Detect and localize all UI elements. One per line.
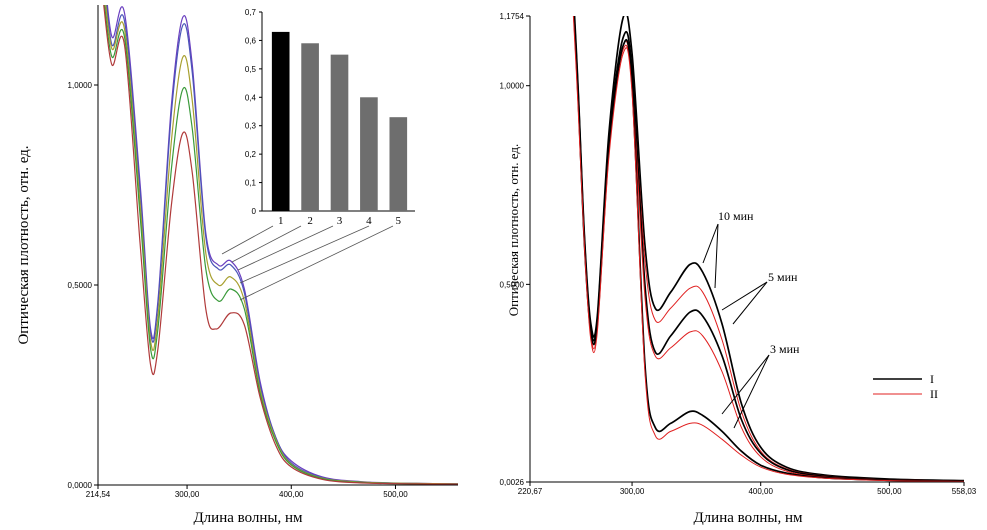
left-y-tick-label: 0,0000 [68, 481, 93, 490]
inset-bar-2 [301, 43, 319, 212]
left-y-tick-label: 1,0000 [68, 81, 93, 90]
inset-y-tick-label: 0,1 [245, 179, 257, 188]
leader-line-3 [237, 225, 334, 271]
arrow-3-min-a [721, 354, 770, 415]
inset-category-label: 2 [307, 215, 313, 227]
inset-y-tick-label: 0,2 [245, 150, 257, 159]
inset-category-label: 5 [396, 215, 402, 227]
inset-bar-1 [271, 31, 290, 212]
right-x-tick-label: 400,00 [748, 487, 773, 496]
inset-category-label: 4 [366, 215, 372, 227]
right-spectrum-panel: 220,67 300,00 400,00 500,00 558,03 0,0026 0,50… [500, 12, 977, 526]
arrow-5-min-b [732, 281, 768, 325]
legend-label-II: II [930, 387, 938, 401]
left-spectrum-panel: 214,54 300,00 400,00 500,00 0,0000 0,5000 1,00… [16, 5, 458, 526]
right-x-tick-label: 500,00 [877, 487, 902, 496]
leader-line-1 [221, 225, 274, 255]
left-series-2 [105, 5, 458, 485]
left-y-tick-label: 0,5000 [68, 281, 93, 290]
right-annotation-arrows [702, 223, 770, 429]
arrow-3-min-b [733, 354, 770, 429]
right-y-tick-label: 1,0000 [500, 82, 525, 91]
right-x-tick-label: 300,00 [620, 487, 645, 496]
legend-label-I: I [930, 372, 934, 386]
left-x-tick-label: 500,00 [383, 490, 408, 499]
inset-y-tick-label: 0,4 [245, 93, 257, 102]
leader-line-4 [239, 225, 370, 284]
right-y-tick-label: 0,5000 [500, 280, 525, 289]
left-x-tick-label: 300,00 [175, 490, 200, 499]
legend: I II [873, 372, 938, 401]
right-x-tick-label: 558,03 [952, 487, 977, 496]
arrow-5-min-a [721, 281, 768, 311]
arrow-10-min-a [702, 223, 719, 264]
annotation-10-min: 10 мин [718, 209, 754, 223]
right-series-6 [572, 16, 964, 482]
left-curves [103, 5, 458, 485]
inset-y-tick-label: 0,6 [245, 36, 257, 45]
right-x-axis-title: Длина волны, нм [693, 510, 803, 526]
inset-y-tick-label: 0,5 [245, 65, 257, 74]
right-y-tick-label: 0,0026 [500, 478, 525, 487]
left-ticks: 214,54 300,00 400,00 500,00 0,0000 0,5000 1,00… [68, 81, 409, 499]
left-x-axis-title: Длина волны, нм [193, 510, 303, 526]
right-y-axis-title: Оптическая плотность, отн. ед. [506, 144, 521, 317]
left-series-3 [105, 5, 458, 485]
inset-category-label: 3 [337, 215, 343, 227]
inset-bar-4 [360, 97, 378, 211]
left-leader-lines [221, 225, 394, 301]
left-series-5 [103, 5, 458, 485]
inset-bar-chart: 1 2 3 4 5 0 0,1 0,2 0,3 0,4 0,5 0,6 0,7 [245, 8, 415, 227]
left-x-tick-label: 400,00 [279, 490, 304, 499]
leader-line-2 [231, 225, 302, 263]
inset-bars: 1 2 3 4 5 [271, 31, 408, 227]
right-curves [572, 16, 964, 482]
left-x-tick-label: 214,54 [86, 490, 111, 499]
left-series-4 [104, 5, 458, 485]
right-y-tick-label: 1,1754 [500, 12, 525, 21]
inset-y-tick-label: 0,7 [245, 8, 257, 17]
leader-line-5 [239, 225, 394, 301]
right-x-tick-label: 220,67 [518, 487, 543, 496]
arrow-10-min-b [714, 223, 719, 289]
right-ticks: 220,67 300,00 400,00 500,00 558,03 0,0026 0,50… [500, 12, 977, 496]
inset-y-tick-label: 0,3 [245, 122, 257, 131]
inset-bar-5 [389, 117, 408, 211]
inset-category-label: 1 [278, 215, 284, 227]
annotation-5-min: 5 мин [768, 270, 798, 284]
annotation-3-min: 3 мин [770, 342, 800, 356]
inset-y-tick-label: 0 [252, 207, 257, 216]
inset-ticks: 0 0,1 0,2 0,3 0,4 0,5 0,6 0,7 [245, 8, 262, 216]
left-y-axis-title: Оптическая плотность, отн. ед. [16, 145, 32, 344]
inset-bar-3 [330, 54, 349, 212]
